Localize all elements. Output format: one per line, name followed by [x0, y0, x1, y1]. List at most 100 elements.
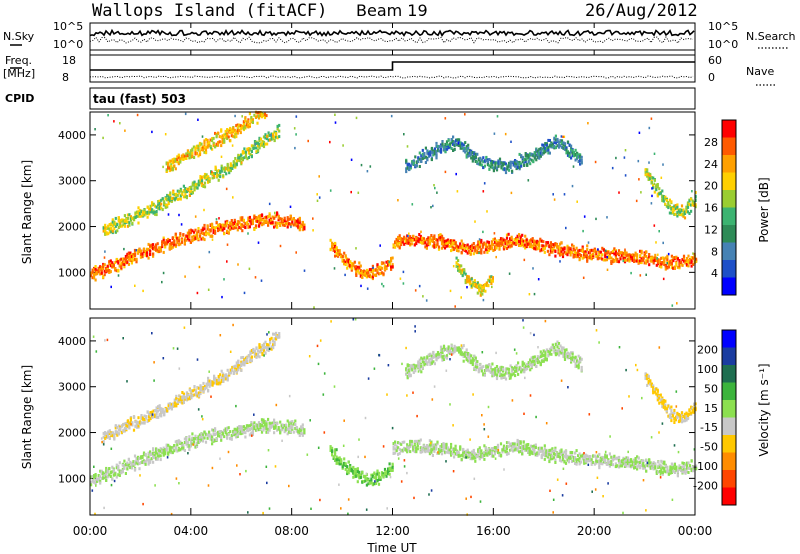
- power-echo-cell: [679, 208, 682, 212]
- power-echo-cell: [458, 264, 461, 268]
- power-echo-cell: [332, 248, 335, 252]
- power-echo-cell: [229, 223, 232, 227]
- power-echo-cell: [223, 168, 226, 172]
- power-echo-cell: [249, 147, 252, 151]
- power-echo-cell: [391, 256, 394, 260]
- power-noise-cell: [658, 230, 660, 233]
- power-echo-cell: [215, 225, 218, 229]
- velocity-echo-cell: [99, 479, 102, 483]
- power-echo-cell: [173, 193, 176, 197]
- power-echo-cell: [554, 146, 557, 150]
- power-echo-cell: [674, 212, 677, 216]
- velocity-echo-cell: [332, 456, 335, 460]
- power-echo-cell: [176, 238, 179, 242]
- velocity-echo-cell: [266, 343, 269, 347]
- velocity-echo-cell: [260, 424, 264, 427]
- power-echo-cell: [536, 243, 539, 247]
- velocity-echo-cell: [149, 460, 152, 464]
- power-echo-cell: [361, 271, 364, 275]
- power-echo-cell: [539, 154, 542, 158]
- velocity-echo-cell: [112, 468, 115, 472]
- power-echo-cell: [374, 268, 378, 272]
- power-echo-cell: [123, 224, 126, 228]
- power-echo-cell: [598, 250, 601, 254]
- power-echo-cell: [136, 250, 140, 254]
- velocity-echo-cell: [341, 463, 344, 467]
- power-noise-cell: [279, 244, 282, 248]
- power-echo-cell: [185, 196, 188, 200]
- power-echo-cell: [691, 199, 694, 203]
- velocity-echo-cell: [170, 405, 173, 409]
- velocity-echo-cell: [273, 337, 276, 341]
- power-echo-cell: [529, 152, 532, 156]
- power-echo-cell: [685, 205, 688, 209]
- power-noise-cell: [582, 276, 585, 279]
- power-echo-cell: [196, 182, 199, 186]
- power-echo-cell: [433, 237, 436, 241]
- power-echo-cell: [690, 259, 693, 263]
- power-echo-cell: [510, 244, 513, 248]
- power-echo-cell: [184, 190, 187, 194]
- power-echo-cell: [273, 130, 276, 134]
- power-echo-cell: [578, 258, 581, 262]
- power-echo-cell: [521, 160, 524, 164]
- nave-tick-top: 60: [708, 54, 722, 67]
- power-echo-cell: [674, 207, 677, 210]
- power-echo-cell: [452, 142, 455, 146]
- power-echo-cell: [673, 265, 676, 269]
- velocity-echo-cell: [250, 355, 253, 359]
- power-echo-cell: [565, 151, 568, 155]
- power-noise-cell: [355, 116, 358, 120]
- velocity-echo-cell: [259, 345, 263, 349]
- power-echo-cell: [257, 116, 261, 120]
- power-echo-cell: [331, 241, 334, 245]
- power-echo-cell: [200, 228, 203, 232]
- velocity-echo-cell: [377, 482, 381, 486]
- power-echo-cell: [264, 142, 267, 146]
- velocity-echo-cell: [273, 343, 276, 347]
- power-echo-cell: [485, 158, 488, 162]
- power-echo-cell: [519, 241, 522, 245]
- power-noise-cell: [460, 296, 462, 299]
- power-echo-cell: [250, 150, 253, 153]
- power-echo-cell: [120, 224, 123, 228]
- power-echo-cell: [439, 238, 442, 242]
- power-echo-cell: [539, 147, 542, 151]
- velocity-echo-cell: [97, 476, 100, 480]
- power-echo-cell: [580, 155, 583, 159]
- power-noise-cell: [211, 170, 213, 174]
- power-echo-cell: [447, 145, 450, 149]
- power-echo-cell: [397, 241, 400, 245]
- power-echo-cell: [545, 142, 548, 146]
- velocity-echo-cell: [120, 430, 123, 434]
- power-echo-cell: [581, 249, 584, 253]
- power-echo-cell: [208, 144, 211, 147]
- velocity-echo-cell: [99, 469, 102, 473]
- power-echo-cell: [463, 268, 466, 272]
- velocity-echo-cell: [136, 459, 140, 463]
- power-echo-cell: [579, 162, 582, 166]
- power-echo-cell: [408, 165, 411, 169]
- velocity-echo-cell: [292, 430, 295, 434]
- power-echo-cell: [589, 251, 592, 255]
- power-echo-cell: [462, 149, 465, 153]
- power-echo-cell: [191, 181, 194, 185]
- power-echo-cell: [429, 150, 432, 154]
- velocity-echo-cell: [207, 379, 210, 383]
- power-echo-cell: [273, 225, 276, 229]
- velocity-echo-cell: [119, 427, 122, 431]
- velocity-echo-cell: [286, 427, 289, 431]
- velocity-echo-cell: [170, 407, 173, 411]
- freq-label: Freq.: [5, 54, 32, 67]
- power-echo-cell: [361, 270, 364, 273]
- power-echo-cell: [602, 248, 605, 252]
- power-echo-cell: [356, 265, 359, 269]
- velocity-echo-cell: [113, 437, 116, 441]
- power-echo-cell: [194, 152, 197, 156]
- power-echo-cell: [155, 246, 158, 250]
- power-noise-cell: [390, 114, 393, 118]
- velocity-echo-cell: [221, 431, 224, 435]
- power-echo-cell: [226, 165, 229, 169]
- power-echo-cell: [261, 141, 264, 145]
- power-echo-cell: [560, 241, 563, 245]
